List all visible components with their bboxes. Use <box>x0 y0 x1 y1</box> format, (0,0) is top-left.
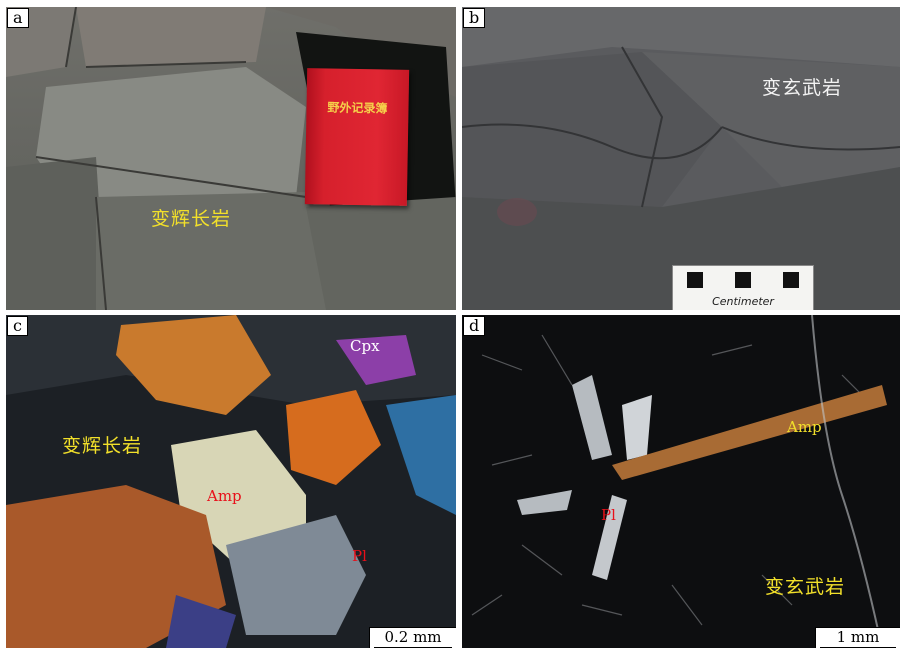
rock-label-metabasalt: 变玄武岩 <box>762 77 843 99</box>
field-notebook: 野外记录簿 <box>304 68 410 206</box>
rock-label-metagabbro-thin-section: 变辉长岩 <box>62 435 143 457</box>
mineral-label-pl: Pl <box>352 547 367 565</box>
micrograph-photo-c <box>6 315 456 648</box>
panel-letter-c: c <box>7 316 28 336</box>
scale-bar-label: 1 mm <box>836 628 880 646</box>
outcrop-photo-b <box>462 7 900 310</box>
mineral-label-cpx: Cpx <box>350 337 380 355</box>
mineral-label-pl: Pl <box>601 506 616 524</box>
notebook-title: 野外记录簿 <box>327 100 388 116</box>
rock-label-metagabbro: 变辉长岩 <box>151 208 232 230</box>
scale-bar-line <box>374 647 452 648</box>
panel-letter-b: b <box>463 8 486 28</box>
scale-block <box>783 272 799 288</box>
mineral-label-amp: Amp <box>787 418 822 436</box>
scale-bar-line <box>820 647 896 648</box>
scale-bar-c: 0.2 mm <box>369 627 456 648</box>
scale-bar-label: 0.2 mm <box>384 628 442 646</box>
panel-letter-a: a <box>7 8 29 28</box>
micrograph-photo-d <box>462 315 900 648</box>
mineral-label-amp: Amp <box>207 487 242 505</box>
scale-block <box>735 272 751 288</box>
panel-a-outcrop-gabbro: 野外记录簿 a 变辉长岩 <box>6 7 456 310</box>
rock-label-metabasalt-thin-section: 变玄武岩 <box>765 576 846 598</box>
centimeter-scale-card: Centimeter <box>672 265 814 310</box>
panel-letter-d: d <box>463 316 486 336</box>
panel-b-outcrop-basalt: Centimeter b 变玄武岩 <box>462 7 900 310</box>
scale-block <box>687 272 703 288</box>
panel-d-micrograph-basalt: d Amp Pl 变玄武岩 1 mm <box>462 315 900 648</box>
panel-c-micrograph-gabbro: c 变辉长岩 Cpx Amp Pl 0.2 mm <box>6 315 456 648</box>
scale-card-caption: Centimeter <box>712 295 774 308</box>
scale-bar-d: 1 mm <box>815 627 900 648</box>
outcrop-photo-a <box>6 7 456 310</box>
